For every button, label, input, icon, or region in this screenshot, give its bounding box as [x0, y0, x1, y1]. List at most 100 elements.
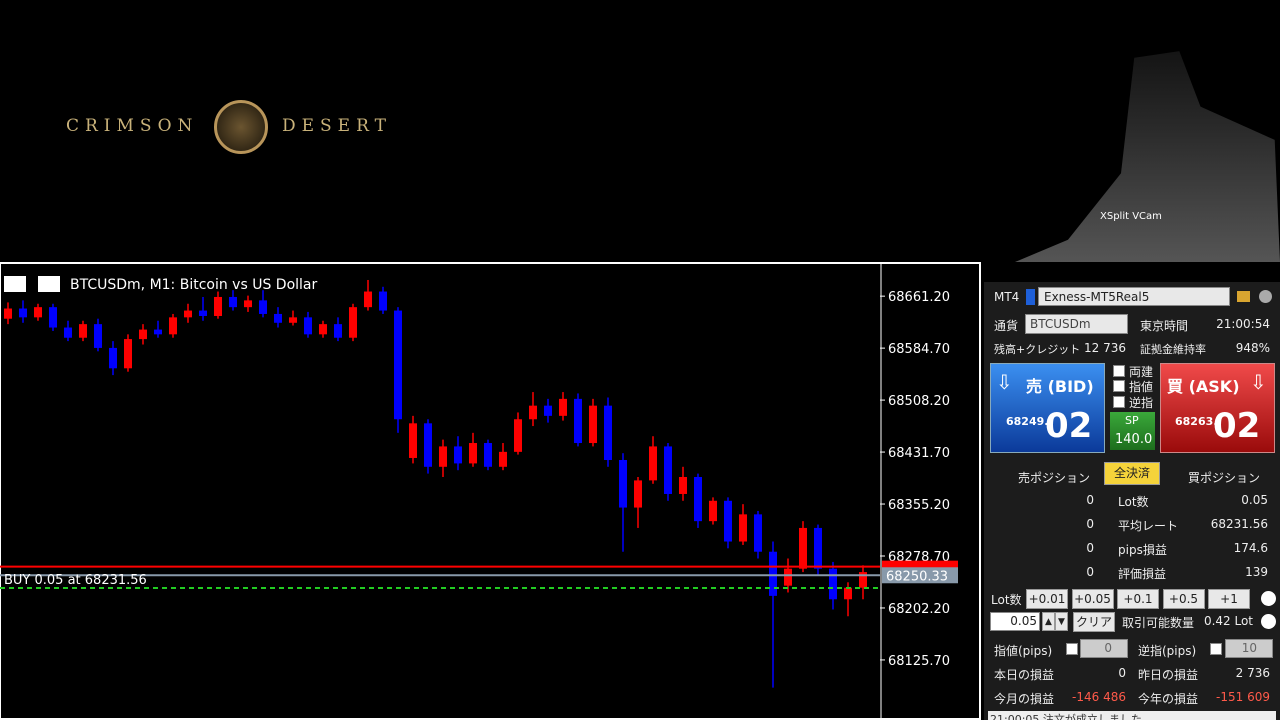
year: -151 609 [1216, 690, 1270, 704]
candle-body [454, 446, 462, 464]
clear-button[interactable]: クリア [1073, 612, 1115, 632]
buy-value: 139 [1245, 565, 1268, 579]
menu-icon [4, 276, 26, 292]
ask-price-tail: 02 [1213, 406, 1261, 446]
candle-body [49, 307, 57, 328]
candle-body [499, 451, 507, 467]
candle-body [754, 514, 762, 552]
sell-value: 0 [1086, 493, 1094, 507]
candle-body [169, 317, 177, 335]
ask-button[interactable] [1160, 363, 1275, 453]
candle-body [19, 308, 27, 318]
bid-button[interactable] [990, 363, 1105, 453]
spread: 140.0 [1115, 432, 1153, 447]
spread-label: SP [1125, 414, 1139, 427]
lot-input[interactable] [990, 612, 1040, 631]
candle-body [739, 514, 747, 542]
row-label: pips損益 [1118, 543, 1167, 557]
spin-up[interactable]: ▲ [1042, 612, 1055, 631]
webcam-feed [1015, 51, 1280, 262]
spread-box [1110, 412, 1155, 450]
sell-positions: 売ポジション [1018, 471, 1091, 485]
candle-body [619, 460, 627, 508]
log-bar: 21:00:05 注文が成立しました [988, 711, 1276, 720]
candle-body [799, 527, 807, 569]
candle-body [274, 313, 282, 323]
stop: 10 [1241, 641, 1257, 655]
tradable-label: 取引可能数量 [1122, 616, 1195, 630]
checkbox[interactable] [1210, 643, 1222, 655]
stop-label: 逆指(pips) [1138, 644, 1197, 658]
spin-down[interactable]: ▼ [1055, 612, 1068, 631]
game-logo-right: DESERT [282, 116, 392, 136]
time-label: 東京時間 [1140, 319, 1189, 333]
y-tick-label: 68125.70 [888, 654, 950, 669]
balance: 12 736 [1084, 341, 1126, 355]
stop-input[interactable] [1225, 639, 1273, 658]
candle-body [244, 300, 252, 308]
candle-body [199, 310, 207, 316]
y-tick-label: 68508.20 [888, 394, 950, 409]
candle-body [334, 324, 342, 338]
lot-button[interactable]: +1 [1208, 589, 1250, 609]
close-all-button[interactable]: 全決済 [1104, 462, 1160, 485]
up-icon[interactable] [1261, 614, 1276, 629]
candle-body [484, 443, 492, 467]
ask-arrow: ⇩ [1250, 370, 1267, 394]
ask-price-head: 68263. [1175, 415, 1218, 428]
price-tag [882, 567, 958, 584]
lot-button[interactable]: +0.1 [1117, 589, 1159, 609]
bid-price-tail: 02 [1045, 406, 1093, 446]
lot-button[interactable]: +0.01 [1026, 589, 1068, 609]
limit-input[interactable] [1080, 639, 1128, 658]
candle-body [694, 476, 702, 522]
chart-bg [0, 262, 982, 720]
candle-body [409, 423, 417, 458]
position-label: BUY 0.05 at 68231.56 [4, 573, 147, 588]
candle-body [64, 327, 72, 338]
candle-body [349, 307, 357, 338]
account-select[interactable] [1038, 287, 1230, 306]
lot-label: Lot数 [991, 593, 1022, 607]
buy-positions: 買ポジション [1188, 471, 1261, 485]
menu-icon[interactable] [1259, 290, 1272, 303]
checkbox[interactable] [1066, 643, 1078, 655]
year-label: 今年の損益 [1138, 692, 1199, 706]
candle-body [94, 324, 102, 348]
buy-value: 174.6 [1233, 541, 1268, 555]
candle-body [559, 398, 567, 416]
sell-value: 0 [1086, 565, 1094, 579]
currency: BTCUSDm [1030, 317, 1091, 331]
candle-body [769, 551, 777, 596]
candle-body [109, 347, 117, 369]
candle-body [469, 443, 477, 464]
candle-body [154, 329, 162, 335]
lot-button[interactable]: +0.5 [1162, 589, 1205, 609]
next-icon[interactable] [1261, 591, 1276, 606]
time: 21:00:54 [1216, 317, 1270, 331]
buy-value: 0.05 [1241, 493, 1268, 507]
checkbox[interactable] [1113, 396, 1125, 408]
log: 21:00:05 注文が成立しました [990, 713, 1142, 720]
candle-body [304, 317, 312, 335]
sell-value: 0 [1086, 541, 1094, 555]
checkbox[interactable] [1113, 365, 1125, 377]
checkbox[interactable] [1113, 380, 1125, 392]
margin-label: 証拠金維持率 [1140, 343, 1206, 356]
candle-body [679, 476, 687, 494]
game-emblem [214, 100, 268, 154]
option: 指値 [1129, 380, 1154, 394]
game-logo-left: CRIMSON [66, 116, 199, 136]
lot-button[interactable]: +0.05 [1071, 589, 1114, 609]
month: -146 486 [1072, 690, 1126, 704]
candle-body [124, 339, 132, 369]
candle-body [424, 423, 432, 467]
candle-body [289, 317, 297, 323]
y-tick-label: 68661.20 [888, 290, 950, 305]
candle-body [844, 587, 852, 600]
candle-body [829, 568, 837, 600]
folder-icon[interactable] [1237, 291, 1250, 302]
option: 両建 [1129, 365, 1154, 379]
currency-select[interactable] [1025, 314, 1128, 334]
